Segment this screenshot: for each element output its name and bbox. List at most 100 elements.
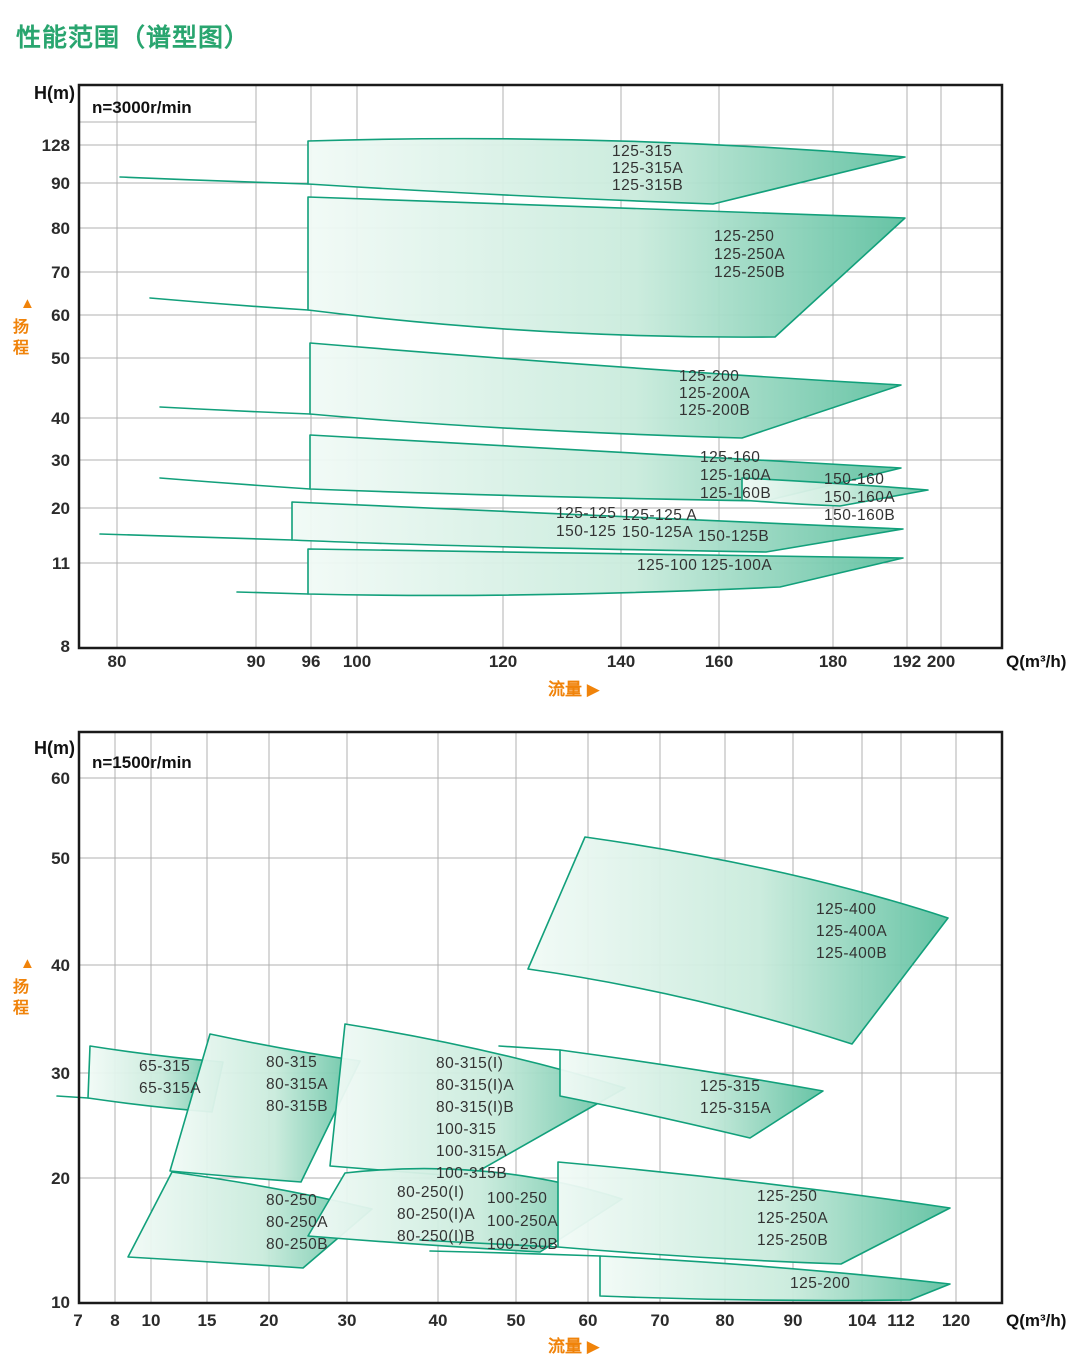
region-label: 125-160 bbox=[700, 449, 760, 466]
region-125-250 bbox=[557, 1161, 951, 1265]
x-tick-label: 7 bbox=[73, 1311, 82, 1330]
x-tick-label: 200 bbox=[927, 652, 955, 671]
y-axis-title: H(m) bbox=[34, 738, 75, 758]
x-tick-label: 160 bbox=[705, 652, 733, 671]
region-125-100 bbox=[307, 548, 904, 597]
lift-axis-caption: 扬 bbox=[13, 317, 29, 336]
x-tick-label: 80 bbox=[108, 652, 127, 671]
x-tick-label: 100 bbox=[343, 652, 371, 671]
region-label: 125-315A bbox=[612, 160, 683, 177]
region-label: 125-400A bbox=[816, 923, 887, 940]
x-tick-label: 192 bbox=[893, 652, 921, 671]
speed-label: n=1500r/min bbox=[92, 753, 192, 772]
region-label: 80-315(I) bbox=[436, 1055, 503, 1072]
region-label: 80-315(I)A bbox=[436, 1077, 514, 1094]
region-label: 125-200 bbox=[679, 368, 739, 385]
region-125-200 bbox=[309, 342, 902, 439]
y-axis-title: H(m) bbox=[34, 83, 75, 103]
x-tick-label: 120 bbox=[942, 1311, 970, 1330]
x-axis-unit: Q(m³/h) bbox=[1006, 652, 1066, 671]
region-label: 125-250 bbox=[714, 228, 774, 245]
region-label: 100-315B bbox=[436, 1165, 507, 1182]
region-label: 150-125B bbox=[698, 528, 769, 545]
y-tick-label: 30 bbox=[51, 451, 70, 470]
region-label: 125-250 bbox=[757, 1188, 817, 1205]
x-tick-label: 80 bbox=[716, 1311, 735, 1330]
y-tick-label: 11 bbox=[52, 554, 70, 573]
region-label: 125-100 bbox=[637, 557, 697, 574]
region-label: 125-125 bbox=[556, 505, 616, 522]
flow-axis-caption: 流量 ▶ bbox=[548, 1336, 601, 1356]
region-label: 100-250A bbox=[487, 1213, 558, 1230]
lift-axis-caption: 扬 bbox=[13, 977, 29, 996]
y-tick-label: 60 bbox=[51, 306, 70, 325]
region-label: 80-250B bbox=[266, 1236, 328, 1253]
region-label: 80-315 bbox=[266, 1054, 317, 1071]
x-tick-label: 8 bbox=[110, 1311, 119, 1330]
x-tick-label: 15 bbox=[198, 1311, 217, 1330]
page-title: 性能范围（谱型图） bbox=[16, 24, 251, 52]
lift-axis-caption: 程 bbox=[13, 999, 29, 1017]
region-label: 80-315A bbox=[266, 1076, 328, 1093]
region-label: 125-160B bbox=[700, 485, 771, 502]
x-axis-unit: Q(m³/h) bbox=[1006, 1311, 1066, 1330]
spectrum-chart-3000rpm: 125-315125-315A125-315B125-250125-250A12… bbox=[13, 83, 1066, 699]
x-tick-label: 60 bbox=[579, 1311, 598, 1330]
y-tick-label: 20 bbox=[51, 1169, 70, 1188]
region-125-125 bbox=[291, 501, 904, 553]
page-header: 性能范围（谱型图） bbox=[0, 0, 1072, 70]
region-label: 150-160A bbox=[824, 489, 895, 506]
region-label: 125-160A bbox=[700, 467, 771, 484]
region-label: 125-200 bbox=[790, 1275, 850, 1292]
region-label: 80-250 bbox=[266, 1192, 317, 1209]
region-label: 125-250B bbox=[757, 1232, 828, 1249]
region-curve-tail bbox=[498, 1045, 561, 1051]
region-curve-tail bbox=[419, 1239, 559, 1248]
y-tick-label: 70 bbox=[51, 263, 70, 282]
spectrum-chart-1500rpm: 125-400 125-400A 125-400B 65-315 65-315A 80-3… bbox=[13, 730, 1066, 1356]
region-label: 125-315 bbox=[700, 1078, 760, 1095]
lift-axis-caption: 程 bbox=[13, 339, 29, 357]
x-tick-label: 112 bbox=[887, 1311, 914, 1330]
x-tick-label: 90 bbox=[784, 1311, 803, 1330]
region-80-315 bbox=[169, 1033, 361, 1183]
x-tick-label: 40 bbox=[429, 1311, 448, 1330]
up-arrow-icon: ▲ bbox=[20, 295, 35, 312]
x-tick-label: 180 bbox=[819, 652, 847, 671]
up-arrow-icon: ▲ bbox=[20, 955, 35, 972]
region-curve-tail bbox=[149, 297, 309, 311]
x-tick-label: 104 bbox=[848, 1311, 877, 1330]
y-tick-label: 30 bbox=[51, 1064, 70, 1083]
region-label: 125-250B bbox=[714, 264, 785, 281]
region-label: 80-250A bbox=[266, 1214, 328, 1231]
region-label: 150-160B bbox=[824, 507, 895, 524]
region-curve-tail bbox=[236, 591, 309, 595]
region-label: 125-125 A bbox=[622, 507, 697, 524]
region-curve-tail bbox=[99, 533, 293, 541]
region-125-315 bbox=[559, 1049, 824, 1139]
plot-border bbox=[77, 730, 1004, 1305]
y-tick-label: 128 bbox=[42, 136, 70, 155]
region-curve-tail bbox=[159, 477, 311, 490]
region-label: 80-315B bbox=[266, 1098, 328, 1115]
region-label: 125-250A bbox=[714, 246, 785, 263]
x-tick-label: 140 bbox=[607, 652, 635, 671]
y-tick-label: 50 bbox=[51, 349, 70, 368]
y-tick-label: 8 bbox=[61, 637, 70, 656]
region-label: 100-315A bbox=[436, 1143, 507, 1160]
region-125-400 bbox=[527, 836, 949, 1045]
x-tick-label: 30 bbox=[338, 1311, 357, 1330]
region-label: 125-200A bbox=[679, 385, 750, 402]
region-label: 125-315A bbox=[700, 1100, 771, 1117]
region-label: 80-250(I)A bbox=[397, 1206, 475, 1223]
x-tick-label: 96 bbox=[302, 652, 321, 671]
region-label: 100-250 bbox=[487, 1190, 547, 1207]
region-label: 125-400B bbox=[816, 945, 887, 962]
region-label: 80-315(I)B bbox=[436, 1099, 514, 1116]
plot-border bbox=[77, 83, 1004, 650]
region-curve-tail bbox=[429, 1250, 601, 1257]
region-label: 80-250(I)B bbox=[397, 1228, 475, 1245]
region-label: 125-315B bbox=[612, 177, 683, 194]
x-tick-label: 90 bbox=[247, 652, 266, 671]
x-tick-label: 70 bbox=[651, 1311, 670, 1330]
